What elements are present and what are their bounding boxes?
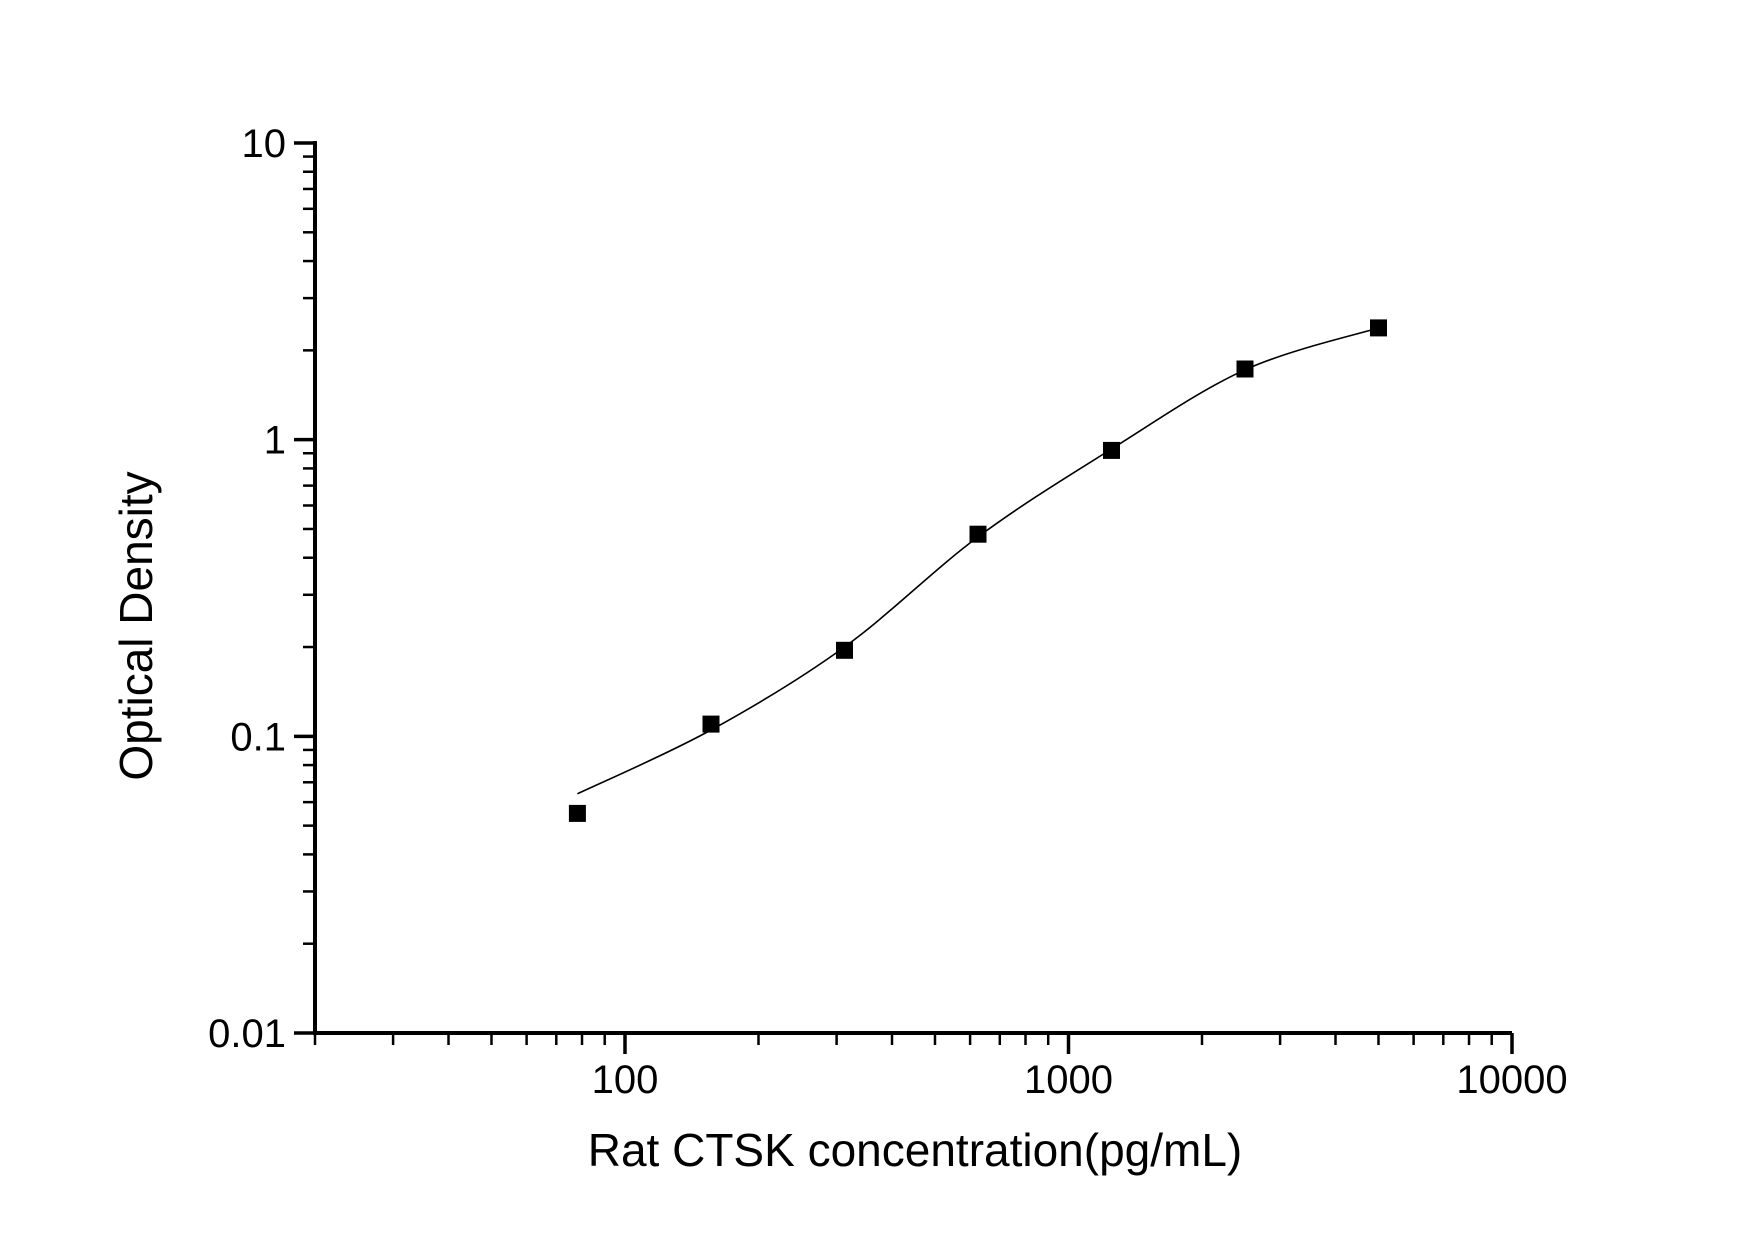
data-point-marker [1370,319,1387,337]
data-point-marker [969,525,987,543]
axis-spines [313,141,1512,1035]
x-axis-title: Rat CTSK concentration(pg/mL) [588,1124,1243,1176]
y-tick-label: 0.1 [230,715,286,759]
data-point-marker [1103,441,1120,459]
y-tick-label: 1 [264,419,286,463]
data-point-marker [836,641,853,659]
y-axis-title: Optical Density [110,471,162,780]
y-tick-label: 0.01 [208,1012,286,1056]
chart-generated-layer: 100 1000 10000 10 1 0.1 0.01 [208,122,1567,1102]
x-tick-label: 10000 [1456,1058,1567,1102]
x-tick-label: 100 [592,1058,659,1102]
y-tick-label: 10 [242,122,287,166]
data-point-marker [702,715,720,733]
x-tick-label: 1000 [1024,1058,1113,1102]
data-point-marker [568,804,586,822]
data-point-marker [1236,360,1254,378]
4pl-fit-curve [577,327,1379,795]
